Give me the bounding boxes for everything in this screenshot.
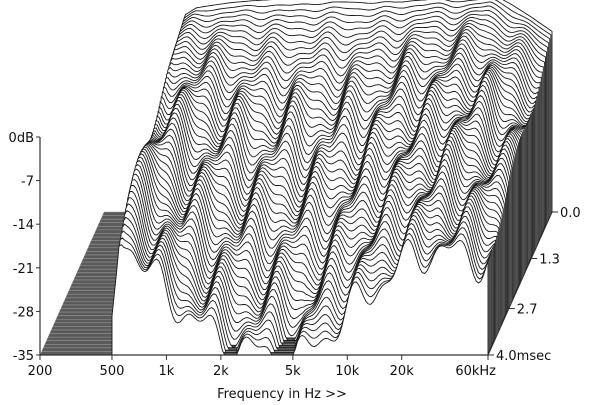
y-tick-label: -14	[13, 218, 34, 233]
y-tick-label: -28	[13, 305, 34, 320]
z-tick-label: 2.7	[517, 303, 538, 318]
x-tick-label: 500	[100, 364, 125, 379]
x-tick-label: 20k	[390, 364, 415, 379]
z-tick-label: 4.0msec	[496, 349, 551, 364]
x-tick-label: 2k	[213, 364, 229, 379]
y-tick-labels: 0dB -7 -14 -21 -28 -35	[9, 131, 40, 364]
decay-slice	[111, 238, 489, 356]
decay-slices	[111, 0, 553, 356]
x-tick-label: 10k	[335, 364, 360, 379]
x-tick-labels: 200 500 1k 2k 5k 10k 20k 60kHz	[28, 355, 496, 379]
y-tick-label: -7	[21, 175, 34, 190]
x-tick-label: 5k	[285, 364, 301, 379]
x-tick-label: 60kHz	[455, 364, 496, 379]
x-tick-label: 200	[28, 364, 53, 379]
z-tick-labels: 0.0 1.3 2.7 4.0msec	[488, 206, 581, 364]
y-tick-label: 0dB	[9, 131, 34, 146]
x-axis-title: Frequency in Hz >>	[217, 387, 347, 402]
z-axis-line	[487, 211, 553, 356]
z-tick-label: 1.3	[539, 252, 560, 267]
y-tick-label: -35	[13, 349, 34, 364]
z-tick-label: 0.0	[560, 206, 581, 221]
x-tick-label: 1k	[159, 364, 175, 379]
y-tick-label: -21	[13, 262, 34, 277]
chart-axes	[39, 137, 553, 356]
